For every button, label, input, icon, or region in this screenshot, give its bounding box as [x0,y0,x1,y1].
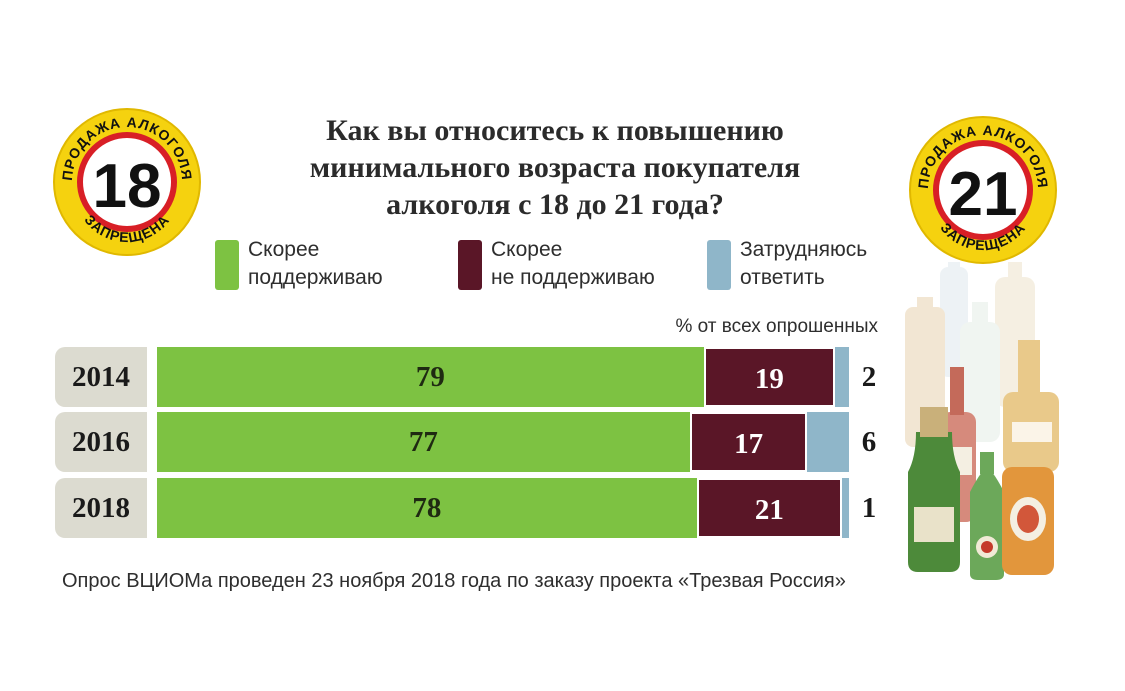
bar-oppose-2016: 17 [689,412,808,472]
badge-21-number: 21 [949,160,1018,229]
year-label-2018: 2018 [55,478,147,538]
bar-label-oppose-2016: 17 [734,428,764,460]
bar-oppose-2018: 21 [696,478,843,538]
legend-label-unsure: Затрудняюсь ответить [740,238,868,289]
bar-label-unsure-2016: 6 [861,426,877,458]
bar-label-oppose-2014: 19 [754,363,784,395]
bar-unsure-2014 [835,347,849,407]
bar-unsure-2016 [807,412,849,472]
age-18-badge-icon: 18 ПРОДАЖА АЛКОГОЛЯ ЗАПРЕЩЕНА [53,108,201,256]
legend-swatch-unsure [707,240,731,290]
legend-swatch-oppose [458,240,482,290]
bar-label-unsure-2018: 1 [861,492,877,524]
badge-18-number: 18 [93,152,162,221]
alcohol-bottles-icon [905,262,1059,580]
bar-support-2014: 79 [157,347,704,407]
bar-label-oppose-2018: 21 [754,494,784,526]
bar-support-2016: 77 [157,412,690,472]
year-label-2014: 2014 [55,347,147,407]
bar-label-support-2016: 77 [408,426,438,458]
bar-unsure-2018 [842,478,849,538]
year-label-2016: 2016 [55,412,147,472]
unit-note: % от всех опрошенных [675,316,878,337]
bar-label-unsure-2014: 2 [861,361,877,393]
legend-swatch-support [215,240,239,290]
legend-label-support: Скорее поддерживаю [248,238,383,289]
legend-label-oppose: Скорее не поддерживаю [491,238,655,289]
age-21-badge-icon: 21 ПРОДАЖА АЛКОГОЛЯ ЗАПРЕЩЕНА [909,116,1057,264]
bar-support-2018: 78 [157,478,697,538]
chart-title: Как вы относитесь к повышению минимально… [309,114,801,221]
source-note: Опрос ВЦИОМа проведен 23 ноября 2018 год… [62,570,846,592]
bar-label-support-2018: 78 [412,492,442,524]
bar-label-support-2014: 79 [415,361,445,393]
bar-oppose-2014: 19 [703,347,836,407]
